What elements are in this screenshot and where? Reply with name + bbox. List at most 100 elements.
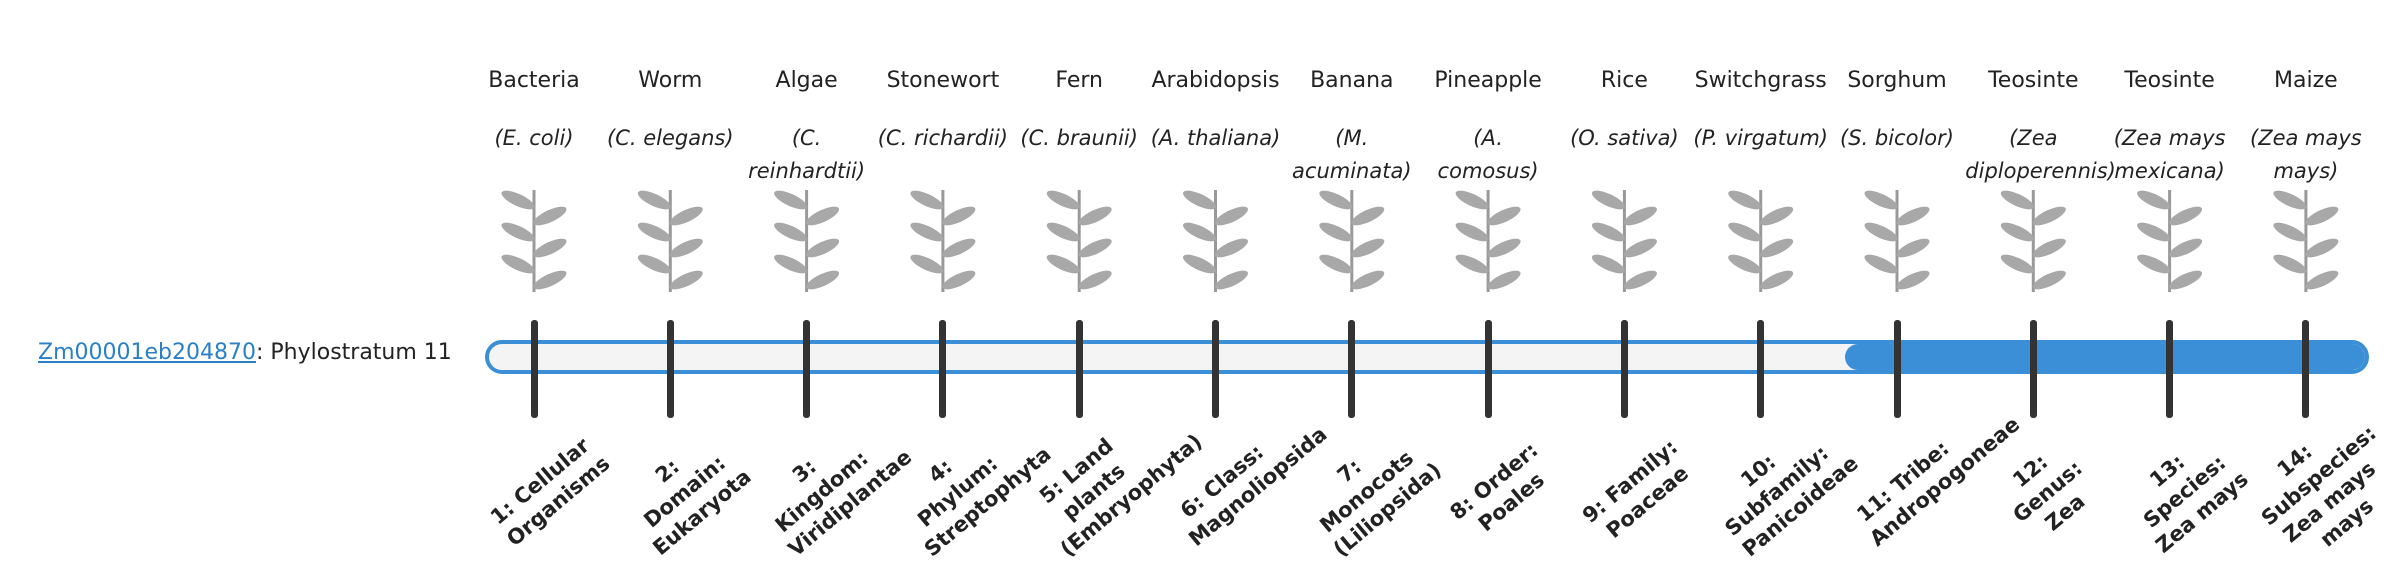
icon-part	[1319, 190, 1353, 210]
icon-part	[806, 270, 840, 290]
icon-part	[1214, 206, 1249, 226]
icon-part	[1487, 238, 1521, 258]
icon-part	[1896, 206, 1930, 226]
icon-part	[637, 254, 671, 274]
icon-part	[942, 238, 976, 258]
icon-part	[501, 222, 535, 242]
icon-part	[2169, 270, 2203, 290]
icon-part	[2137, 254, 2171, 274]
icon-part	[2000, 254, 2034, 274]
icon-part	[1078, 238, 1112, 258]
icon-part	[2032, 238, 2066, 258]
gene-label: : Phylostratum 11	[255, 340, 452, 365]
organism-name: Switchgrass	[1694, 68, 1827, 93]
icon-part	[942, 270, 976, 290]
organism-name: Bacteria	[488, 68, 580, 93]
icon-part	[1182, 190, 1217, 210]
species-name: (E. coli)	[494, 126, 574, 150]
icon-part	[1455, 254, 1489, 274]
icon-part	[1078, 270, 1112, 290]
icon-part	[533, 238, 567, 258]
species-name: (C. reinhardtii)	[748, 126, 866, 183]
stratum-tick	[2029, 320, 2037, 418]
icon-part	[2032, 206, 2066, 226]
stratum-tick	[1484, 320, 1492, 418]
icon-part	[2137, 222, 2171, 242]
icon-part	[1864, 190, 1898, 210]
icon-part	[1623, 206, 1657, 226]
icon-part	[1182, 222, 1217, 242]
icon-part	[533, 206, 567, 226]
stratum-tick	[939, 320, 947, 418]
icon-part	[1728, 190, 1762, 210]
species-name: (S. bicolor)	[1840, 126, 1954, 150]
icon-part	[1214, 270, 1249, 290]
icon-part	[910, 222, 944, 242]
icon-part	[1319, 254, 1353, 274]
icon-part	[1591, 254, 1625, 274]
icon-part	[1214, 238, 1249, 258]
organism-name: Sorghum	[1847, 68, 1947, 93]
species-name: (Zea diploperennis)	[1965, 126, 2116, 183]
icon-part	[669, 270, 703, 290]
icon-part	[2273, 222, 2307, 242]
organism-name: Teosinte	[2124, 68, 2215, 93]
icon-part	[2169, 238, 2203, 258]
gene-link[interactable]: Zm00001eb204870	[38, 340, 256, 365]
icon-part	[501, 254, 535, 274]
stratum-tick	[530, 320, 538, 418]
icon-part	[2273, 190, 2307, 210]
icon-part	[2137, 190, 2171, 210]
icon-part	[1351, 238, 1385, 258]
icon-part	[2000, 222, 2034, 242]
icon-part	[669, 206, 703, 226]
organism-name: Algae	[775, 68, 838, 93]
species-name: (A. thaliana)	[1150, 126, 1281, 150]
stratum-tick	[666, 320, 674, 418]
icon-part	[2169, 206, 2203, 226]
species-name: (C. richardii)	[877, 126, 1008, 150]
organism-name: Rice	[1600, 68, 1648, 93]
stratum-tick	[1075, 320, 1083, 418]
stratum-tick	[1620, 320, 1628, 418]
stratum-tick	[1212, 320, 1219, 418]
icon-part	[2273, 254, 2307, 274]
organism-name: Maize	[2274, 68, 2338, 93]
icon-part	[1046, 254, 1080, 274]
icon-part	[806, 206, 840, 226]
stratum-tick	[2166, 320, 2174, 418]
icon-part	[1728, 254, 1762, 274]
species-name: (A. comosus)	[1437, 126, 1539, 183]
species-name: (M. acuminata)	[1292, 126, 1412, 183]
icon-part	[2305, 238, 2339, 258]
icon-part	[1760, 270, 1794, 290]
icon-part	[1864, 222, 1898, 242]
organism-name: Worm	[638, 68, 703, 93]
icon-part	[2305, 270, 2339, 290]
species-name: (Zea mays mexicana)	[2113, 126, 2226, 183]
icon-part	[501, 190, 535, 210]
stratum-tick	[1757, 320, 1765, 418]
icon-part	[942, 206, 976, 226]
stratum-tick	[1348, 320, 1356, 418]
icon-part	[1623, 270, 1657, 290]
icon-part	[1351, 206, 1385, 226]
organism-name: Pineapple	[1434, 68, 1542, 93]
icon-part	[2032, 270, 2066, 290]
bar-fill	[1845, 344, 2365, 370]
species-name: (P. virgatum)	[1693, 126, 1828, 150]
icon-part	[1591, 222, 1625, 242]
stratum-tick	[803, 320, 811, 418]
icon-part	[774, 254, 808, 274]
icon-part	[1046, 190, 1080, 210]
icon-part	[1182, 254, 1217, 274]
species-name: (C. elegans)	[607, 126, 734, 150]
icon-part	[1046, 222, 1080, 242]
icon-part	[806, 238, 840, 258]
gene-row: Zm00001eb204870: Phylostratum 11	[38, 340, 452, 365]
icon-part	[774, 190, 808, 210]
stratum-tick	[2302, 320, 2310, 418]
species-name: (C. braunii)	[1020, 126, 1138, 150]
